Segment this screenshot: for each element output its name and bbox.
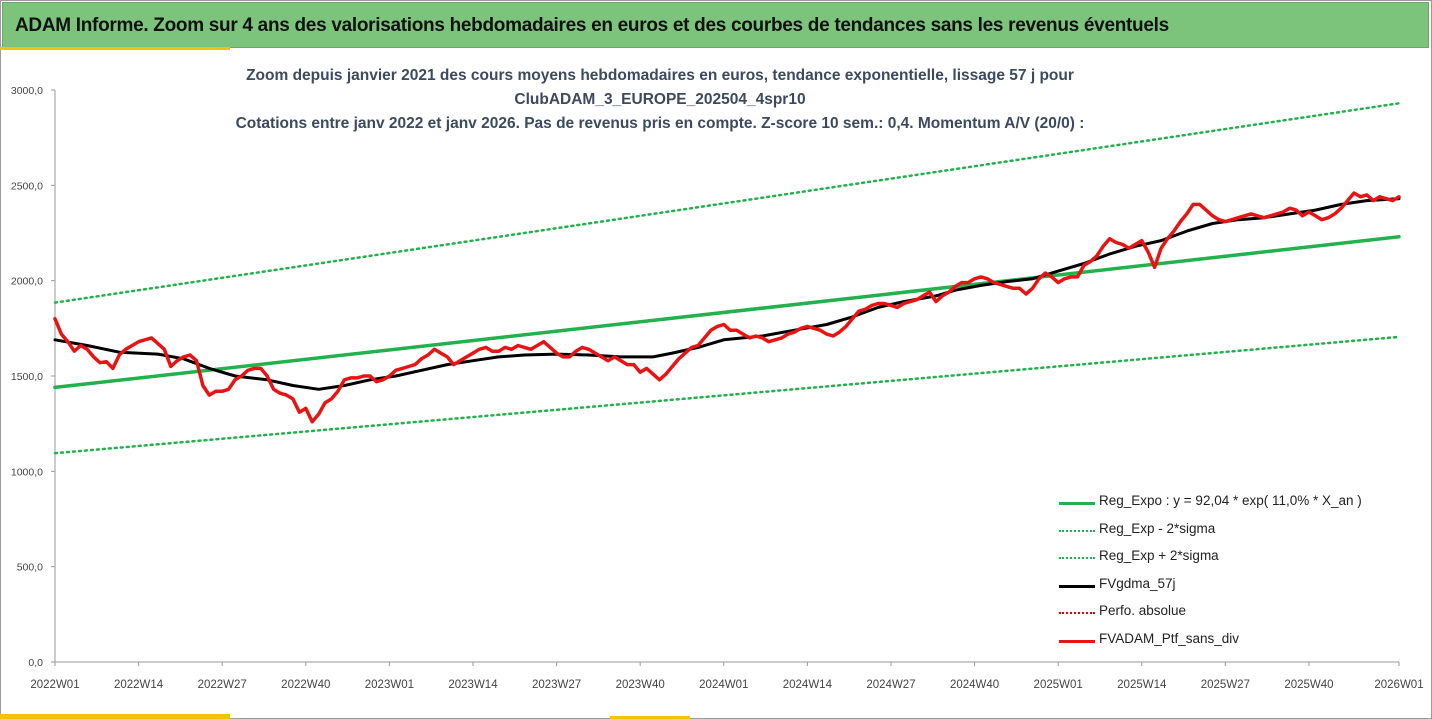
legend-swatch <box>1059 584 1095 588</box>
legend-item: Reg_Exp + 2*sigma <box>1055 544 1415 572</box>
chart-legend: Reg_Expo : y = 92,04 * exp( 11,0% * X_an… <box>1055 489 1415 654</box>
x-tick-label: 2022W27 <box>198 679 247 691</box>
x-tick-label: 2022W01 <box>30 679 79 691</box>
legend-swatch <box>1059 639 1095 643</box>
series-line-1 <box>53 235 1401 390</box>
legend-label: Reg_Exp - 2*sigma <box>1099 520 1216 536</box>
chart-title-line-2: ClubADAM_3_EUROPE_202504_4spr10 <box>514 91 806 108</box>
x-tick-label: 2023W40 <box>616 679 665 691</box>
accent-bar <box>0 714 230 719</box>
x-tick-label: 2025W01 <box>1034 679 1083 691</box>
legend-swatch <box>1059 612 1095 614</box>
series-line-2 <box>53 335 1401 455</box>
chart-axes: 0,0 500,0 1000,0 1500,0 2000,0 2500,0 3000,0 20… <box>11 85 1424 691</box>
series-line-6 <box>53 191 1401 424</box>
x-tick-label: 2023W14 <box>448 679 498 691</box>
x-tick-label: 2023W01 <box>365 679 414 691</box>
legend-swatch <box>1059 529 1095 532</box>
legend-item: FVADAM_Ptf_sans_div <box>1055 627 1415 655</box>
chart-title-line-1: Zoom depuis janvier 2021 des cours moyen… <box>246 67 1074 84</box>
legend-item: FVgdma_57j <box>1055 572 1415 600</box>
x-tick-label: 2026W01 <box>1374 679 1423 691</box>
report-title: ADAM Informe. Zoom sur 4 ans des valoris… <box>15 15 1169 36</box>
report-banner: ADAM Informe. Zoom sur 4 ans des valoris… <box>2 2 1429 48</box>
x-tick-label: 2024W01 <box>699 679 748 691</box>
series-line-3 <box>53 102 1401 304</box>
x-tick-label: 2023W27 <box>532 679 581 691</box>
y-tick-label: 500,0 <box>17 562 43 574</box>
x-tick-label: 2022W14 <box>114 679 164 691</box>
series-line-4 <box>53 197 1401 391</box>
legend-item: Reg_Expo : y = 92,04 * exp( 11,0% * X_an… <box>1055 489 1415 517</box>
legend-label: Reg_Exp + 2*sigma <box>1099 548 1219 563</box>
accent-bar <box>0 47 230 50</box>
legend-label: FVADAM_Ptf_sans_div <box>1099 630 1240 646</box>
legend-label: Reg_Expo : y = 92,04 * exp( 11,0% * X_an… <box>1099 493 1362 508</box>
legend-item: Perfo. absolue <box>1055 599 1415 627</box>
y-tick-label: 2000,0 <box>11 276 43 288</box>
x-tick-label: 2024W14 <box>783 679 833 691</box>
legend-swatch <box>1059 502 1095 505</box>
x-tick-label: 2024W27 <box>866 679 915 691</box>
chart-series <box>53 102 1401 455</box>
chart-title: Zoom depuis janvier 2021 des cours moyen… <box>160 64 1160 136</box>
x-tick-label: 2025W40 <box>1284 679 1333 691</box>
legend-swatch <box>1059 557 1095 559</box>
x-tick-label: 2024W40 <box>950 679 999 691</box>
legend-item: Reg_Exp - 2*sigma <box>1055 517 1415 545</box>
legend-label: Perfo. absolue <box>1099 603 1187 618</box>
chart-title-line-3: Cotations entre janv 2022 et janv 2026. … <box>235 115 1085 132</box>
x-tick-label: 2022W40 <box>281 679 330 691</box>
y-tick-label: 1500,0 <box>11 371 43 383</box>
legend-label: FVgdma_57j <box>1099 575 1176 591</box>
x-tick-label: 2025W14 <box>1117 679 1167 691</box>
y-tick-label: 2500,0 <box>11 180 43 192</box>
y-tick-label: 1000,0 <box>11 466 43 478</box>
y-tick-label: 3000,0 <box>11 85 43 97</box>
x-tick-label: 2025W27 <box>1201 679 1250 691</box>
accent-bar <box>610 716 690 719</box>
y-tick-label: 0,0 <box>28 657 43 669</box>
